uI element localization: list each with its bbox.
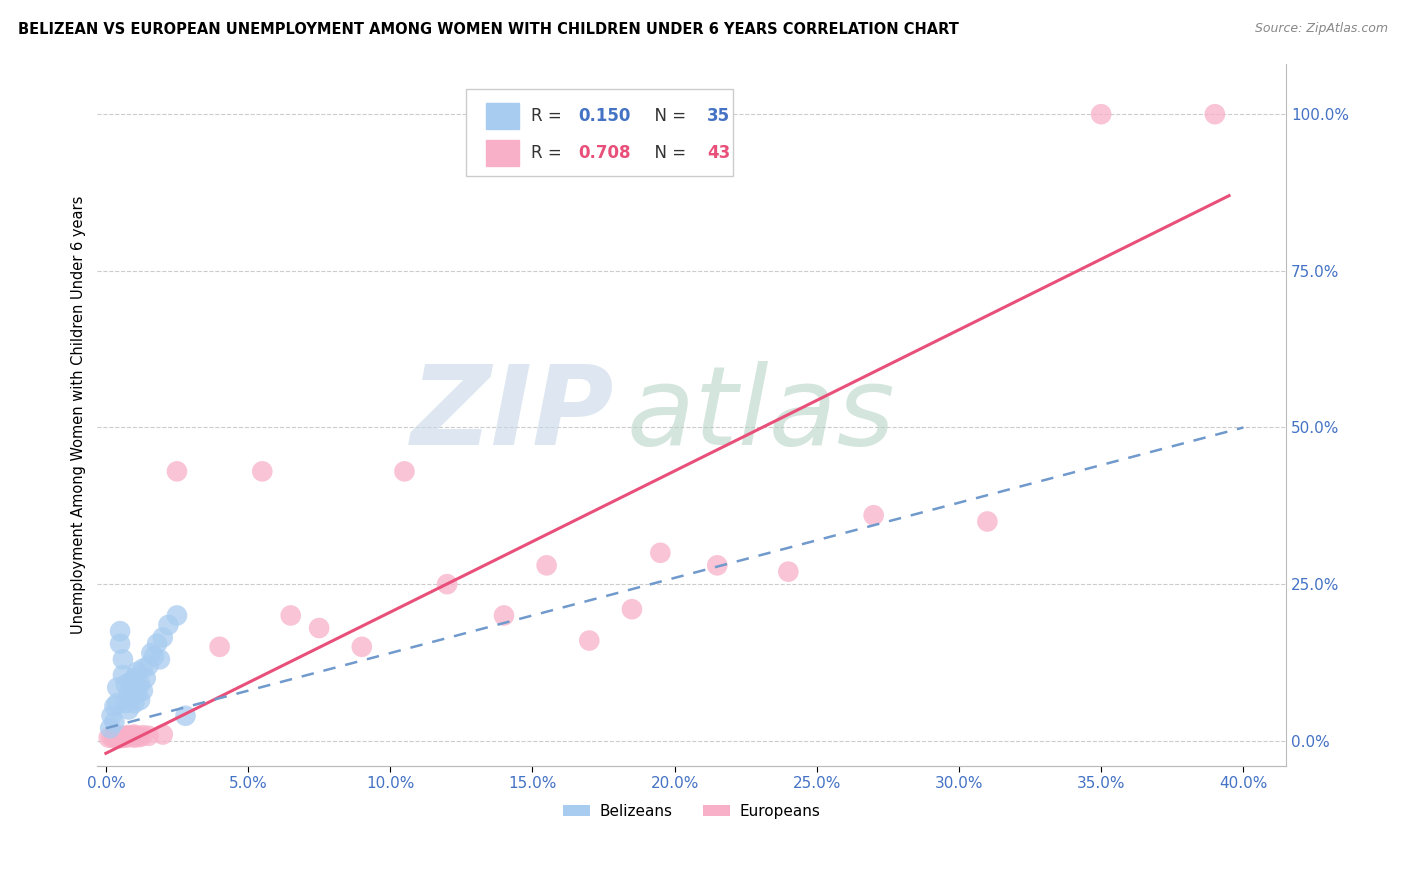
Point bbox=[114, 696, 136, 710]
Point bbox=[105, 730, 128, 744]
Point bbox=[135, 671, 157, 685]
Point bbox=[436, 577, 458, 591]
Point bbox=[141, 646, 163, 660]
Text: 35: 35 bbox=[707, 107, 730, 125]
Point bbox=[166, 464, 188, 478]
Point bbox=[117, 702, 139, 716]
Point bbox=[129, 730, 152, 744]
FancyBboxPatch shape bbox=[465, 88, 734, 177]
Text: R =: R = bbox=[531, 107, 567, 125]
Point bbox=[124, 681, 146, 695]
Point bbox=[138, 729, 160, 743]
Point bbox=[578, 633, 600, 648]
Text: ZIP: ZIP bbox=[411, 361, 614, 468]
Point bbox=[129, 677, 152, 691]
Point bbox=[117, 728, 139, 742]
Point bbox=[108, 731, 131, 746]
Point bbox=[132, 662, 155, 676]
Point bbox=[280, 608, 302, 623]
Point bbox=[108, 624, 131, 639]
Point bbox=[143, 649, 166, 664]
Point bbox=[536, 558, 558, 573]
Point bbox=[149, 652, 172, 666]
Point bbox=[103, 729, 125, 743]
Point bbox=[121, 690, 143, 704]
Point bbox=[124, 731, 146, 745]
Point bbox=[124, 671, 146, 685]
Point bbox=[152, 631, 174, 645]
Text: N =: N = bbox=[644, 144, 692, 162]
Point bbox=[124, 729, 146, 743]
Point bbox=[166, 608, 188, 623]
Point bbox=[105, 696, 128, 710]
Point bbox=[105, 731, 128, 745]
Point bbox=[100, 708, 122, 723]
Point bbox=[650, 546, 672, 560]
Point bbox=[105, 681, 128, 695]
Point bbox=[492, 608, 515, 623]
Point bbox=[308, 621, 330, 635]
Point bbox=[252, 464, 274, 478]
Bar bbox=[486, 140, 519, 167]
Point bbox=[129, 693, 152, 707]
Point bbox=[111, 652, 134, 666]
Point bbox=[127, 730, 149, 744]
Point bbox=[127, 665, 149, 679]
Point bbox=[132, 728, 155, 742]
Legend: Belizeans, Europeans: Belizeans, Europeans bbox=[557, 797, 827, 825]
Point bbox=[114, 729, 136, 743]
Bar bbox=[486, 103, 519, 129]
Point bbox=[111, 731, 134, 745]
Point bbox=[97, 731, 120, 745]
Point bbox=[127, 687, 149, 701]
Text: atlas: atlas bbox=[626, 361, 894, 468]
Point bbox=[114, 731, 136, 745]
Point bbox=[117, 687, 139, 701]
Point bbox=[124, 696, 146, 710]
Y-axis label: Unemployment Among Women with Children Under 6 years: Unemployment Among Women with Children U… bbox=[72, 195, 86, 634]
Point bbox=[1090, 107, 1112, 121]
Point bbox=[117, 730, 139, 744]
Point bbox=[394, 464, 416, 478]
Point bbox=[108, 730, 131, 744]
Point bbox=[138, 658, 160, 673]
Point bbox=[111, 668, 134, 682]
Point bbox=[103, 699, 125, 714]
Point bbox=[103, 714, 125, 729]
Point bbox=[121, 674, 143, 689]
Point bbox=[706, 558, 728, 573]
Point bbox=[976, 515, 998, 529]
Point bbox=[132, 683, 155, 698]
Point bbox=[208, 640, 231, 654]
Text: Source: ZipAtlas.com: Source: ZipAtlas.com bbox=[1254, 22, 1388, 36]
Point bbox=[350, 640, 373, 654]
Point bbox=[124, 727, 146, 741]
Text: 43: 43 bbox=[707, 144, 730, 162]
Point bbox=[174, 708, 197, 723]
Point bbox=[778, 565, 800, 579]
Text: 0.708: 0.708 bbox=[579, 144, 631, 162]
Text: R =: R = bbox=[531, 144, 567, 162]
Point bbox=[98, 721, 121, 735]
Point bbox=[108, 729, 131, 743]
Point bbox=[862, 508, 884, 523]
Point bbox=[103, 731, 125, 746]
Text: BELIZEAN VS EUROPEAN UNEMPLOYMENT AMONG WOMEN WITH CHILDREN UNDER 6 YEARS CORREL: BELIZEAN VS EUROPEAN UNEMPLOYMENT AMONG … bbox=[18, 22, 959, 37]
Point bbox=[152, 727, 174, 741]
Text: 0.150: 0.150 bbox=[579, 107, 631, 125]
Point bbox=[157, 618, 180, 632]
Text: N =: N = bbox=[644, 107, 692, 125]
Point bbox=[1204, 107, 1226, 121]
Point bbox=[111, 730, 134, 744]
Point bbox=[121, 730, 143, 744]
Point bbox=[100, 730, 122, 744]
Point bbox=[108, 637, 131, 651]
Point bbox=[146, 637, 169, 651]
Point bbox=[114, 677, 136, 691]
Point bbox=[620, 602, 643, 616]
